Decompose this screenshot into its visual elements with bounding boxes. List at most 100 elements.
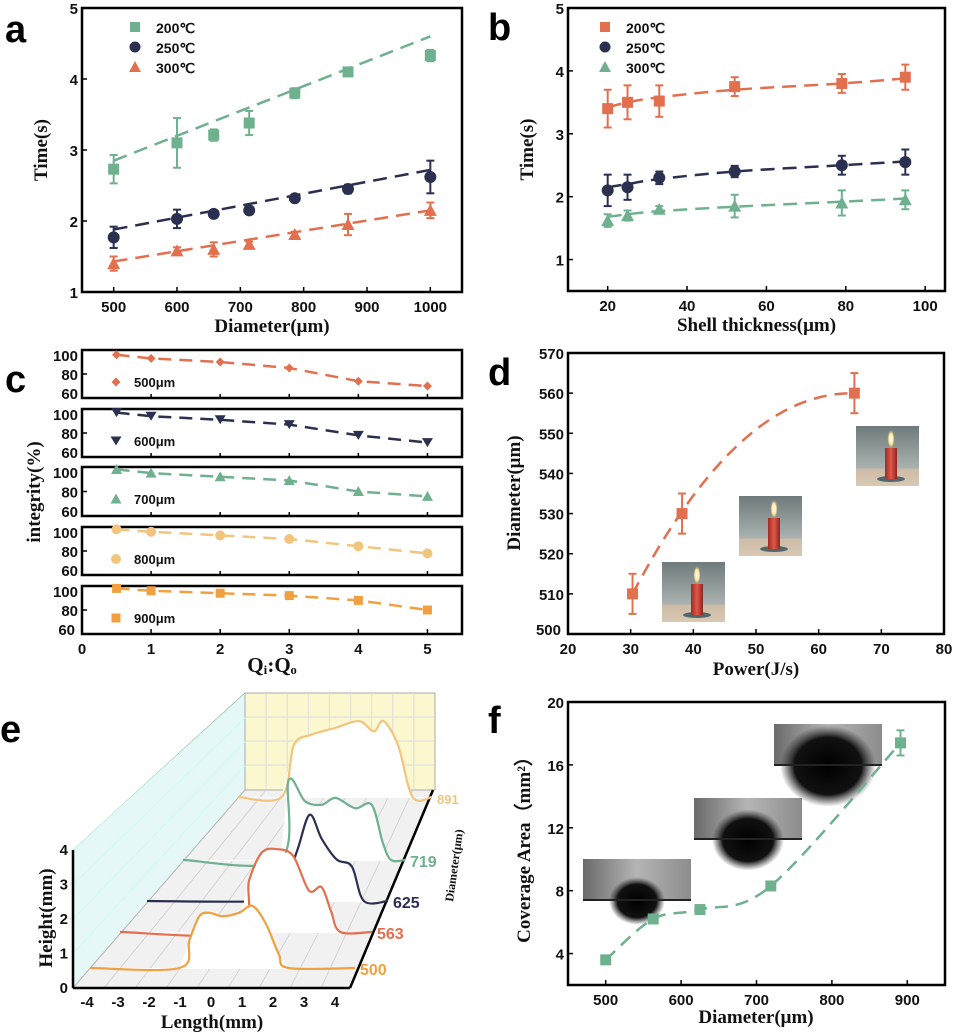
circle-marker bbox=[353, 541, 364, 552]
x-tick-label: 700 bbox=[228, 299, 253, 316]
grid-line bbox=[72, 693, 246, 851]
y-axis-label: Height(mm) bbox=[36, 868, 57, 967]
diamond-marker bbox=[215, 357, 225, 367]
y-tick-label: 500 bbox=[536, 622, 561, 639]
square-marker bbox=[600, 22, 610, 32]
candle-body bbox=[768, 518, 780, 549]
triangle-down-marker bbox=[352, 430, 364, 440]
legend-label: 500μm bbox=[134, 375, 175, 390]
fit-line bbox=[116, 353, 428, 388]
legend-label: 200℃ bbox=[156, 20, 195, 36]
x-tick-label: 1 bbox=[238, 994, 246, 1011]
x-tick-label: 0 bbox=[78, 641, 86, 658]
z-tick-label: 891 bbox=[437, 792, 459, 807]
square-marker bbox=[848, 387, 860, 399]
profile-fill bbox=[238, 721, 432, 798]
spray-photo bbox=[583, 859, 691, 925]
panel-label: a bbox=[5, 9, 27, 51]
y-tick-label: 0 bbox=[60, 980, 68, 997]
y-tick-label: 80 bbox=[61, 485, 78, 502]
series-300℃ bbox=[601, 193, 912, 227]
y-tick-label: 100 bbox=[53, 525, 78, 542]
fit-line bbox=[113, 35, 431, 162]
square-marker bbox=[130, 22, 140, 32]
panel-label: f bbox=[488, 700, 501, 742]
diamond-marker bbox=[111, 377, 121, 387]
y-tick-label: 530 bbox=[539, 507, 564, 524]
square-marker bbox=[215, 588, 225, 598]
fit-line bbox=[116, 411, 428, 444]
circle-marker bbox=[111, 524, 122, 535]
z-axis bbox=[348, 789, 435, 989]
y-tick-label: 12 bbox=[547, 821, 564, 838]
fit-line bbox=[116, 468, 428, 498]
y-tick-label: 4 bbox=[556, 947, 565, 964]
plot-frame bbox=[566, 351, 946, 636]
x-tick-label: 700 bbox=[744, 992, 769, 1009]
y-tick-label: 5 bbox=[70, 1, 78, 18]
circle-marker bbox=[111, 554, 121, 564]
y-tick-label: 540 bbox=[539, 466, 564, 483]
ground bbox=[694, 838, 802, 840]
x-tick-label: 900 bbox=[354, 299, 379, 316]
y-tick-label: 520 bbox=[539, 547, 564, 564]
fit-line bbox=[607, 160, 906, 189]
legend-label: 250℃ bbox=[626, 40, 665, 56]
x-tick-label: 4 bbox=[331, 994, 340, 1011]
y-tick-label: 3 bbox=[556, 127, 564, 144]
z-tick-label: 563 bbox=[377, 926, 404, 943]
y-tick-label: 80 bbox=[61, 544, 78, 561]
y-tick-label: 20 bbox=[547, 695, 564, 712]
z-tick-label: 719 bbox=[410, 854, 437, 871]
circle-marker bbox=[599, 41, 611, 53]
triangle-down-marker bbox=[110, 436, 122, 446]
triangle-down-marker bbox=[283, 420, 295, 430]
y-tick-label: 100 bbox=[53, 407, 78, 424]
diamond-marker bbox=[422, 381, 432, 391]
x-tick-label: 2 bbox=[216, 641, 224, 658]
fit-line bbox=[631, 391, 849, 595]
series-200℃ bbox=[602, 71, 911, 115]
panel-label: b bbox=[488, 7, 511, 49]
x-tick-label: 30 bbox=[622, 641, 639, 658]
fit-line bbox=[604, 742, 902, 961]
square-marker bbox=[647, 913, 659, 925]
grid-line bbox=[134, 789, 288, 989]
y-tick-label: 100 bbox=[53, 465, 78, 482]
x-tick-label: 80 bbox=[936, 641, 953, 658]
y-tick-label: 60 bbox=[58, 622, 75, 639]
circle-marker bbox=[129, 41, 141, 53]
y-tick-label: 60 bbox=[61, 563, 78, 580]
x-tick-label: 60 bbox=[758, 298, 775, 315]
square-marker bbox=[676, 508, 688, 520]
diamond-marker bbox=[284, 363, 294, 373]
x-tick-label: 40 bbox=[679, 298, 696, 315]
profile-fill bbox=[147, 814, 388, 902]
y-tick-label: 1 bbox=[60, 946, 68, 963]
x-tick-label: 500 bbox=[593, 992, 618, 1009]
x-tick-label: -4 bbox=[80, 994, 94, 1011]
spray-photo bbox=[694, 798, 802, 871]
x-tick-label: 1000 bbox=[414, 299, 447, 316]
candle-photo bbox=[662, 562, 725, 622]
y-axis-label: integrity(%) bbox=[24, 441, 45, 542]
y-tick-label: 2 bbox=[556, 190, 564, 207]
x-axis-label: Diameter(μm) bbox=[214, 316, 329, 337]
triangle-down-marker bbox=[214, 415, 226, 425]
grid-line bbox=[72, 765, 246, 954]
flame bbox=[887, 430, 895, 448]
x-tick-label: 80 bbox=[837, 298, 854, 315]
diamond-marker bbox=[146, 353, 156, 363]
x-axis-label: Diameter(μm) bbox=[698, 1007, 813, 1028]
plot-frame bbox=[80, 525, 464, 577]
panel-label: e bbox=[0, 709, 21, 751]
candle-photo bbox=[856, 426, 919, 486]
x-tick-label: 1 bbox=[147, 641, 155, 658]
candle-body bbox=[691, 584, 703, 615]
y-tick-label: 1 bbox=[556, 253, 564, 270]
y-tick-label: 60 bbox=[61, 504, 78, 521]
x-axis-label: Qᵢ:Qₒ bbox=[247, 653, 296, 677]
diamond-marker bbox=[112, 350, 122, 360]
y-tick-label: 4 bbox=[70, 72, 79, 89]
y-tick-label: 80 bbox=[61, 426, 78, 443]
